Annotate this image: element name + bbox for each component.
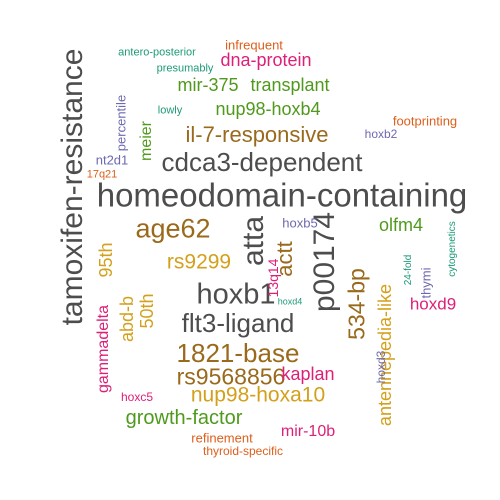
cloud-word: 534-bp <box>343 268 370 340</box>
cloud-word: hoxd3 <box>374 350 388 384</box>
cloud-word: hoxd4 <box>277 296 303 307</box>
cloud-word: rs9568856 <box>176 363 286 390</box>
cloud-word: antero-posterior <box>118 46 196 59</box>
cloud-word: infrequent <box>225 37 283 53</box>
cloud-word: homeodomain-containing <box>96 176 468 214</box>
cloud-word: growth-factor <box>125 407 243 429</box>
cloud-word: hoxb5 <box>282 215 318 231</box>
cloud-word: thymi <box>418 267 434 299</box>
cloud-word: meier <box>138 120 155 162</box>
cloud-word: percentile <box>113 94 129 152</box>
cloud-word: kaplan <box>281 364 335 384</box>
cloud-word: 1821-base <box>176 338 300 368</box>
cloud-word: cdca3-dependent <box>161 147 363 177</box>
cloud-word: nup98-hoxa10 <box>190 383 326 407</box>
cloud-word: cytogenetics <box>447 221 458 277</box>
cloud-word: age62 <box>135 213 211 244</box>
cloud-word: tamoxifen-resistance <box>56 48 89 326</box>
cloud-word: mir-10b <box>280 423 336 440</box>
cloud-word: 13q14 <box>265 258 281 298</box>
cloud-word: footprinting <box>392 113 458 129</box>
cloud-word: presumably <box>156 62 214 75</box>
cloud-word: 17q21 <box>86 168 118 181</box>
cloud-word: refinement <box>191 430 253 446</box>
cloud-word: 50th <box>137 293 157 329</box>
cloud-word: dna-protein <box>220 50 312 70</box>
cloud-word: thyroid-specific <box>202 444 284 458</box>
cloud-word: hoxc5 <box>120 390 154 404</box>
cloud-word: abd-b <box>117 295 137 343</box>
cloud-word: transplant <box>250 75 330 95</box>
cloud-word: lowly <box>157 104 183 117</box>
cloud-word: hoxd9 <box>409 294 457 314</box>
cloud-word: rs9299 <box>166 250 232 274</box>
cloud-word: nt2d1 <box>95 152 129 168</box>
cloud-word: olfm4 <box>378 215 424 235</box>
cloud-word: gammadelta <box>95 304 112 394</box>
cloud-word: flt3-ligand <box>181 308 295 338</box>
cloud-word: nup98-hoxb4 <box>215 99 321 119</box>
cloud-word: 24-fold <box>403 254 414 286</box>
cloud-word: 95th <box>96 242 116 278</box>
cloud-word: mir-375 <box>177 75 239 95</box>
cloud-word: il-7-responsive <box>185 122 329 147</box>
cloud-word: hoxb1 <box>196 278 276 311</box>
cloud-word: hoxb2 <box>364 127 398 141</box>
